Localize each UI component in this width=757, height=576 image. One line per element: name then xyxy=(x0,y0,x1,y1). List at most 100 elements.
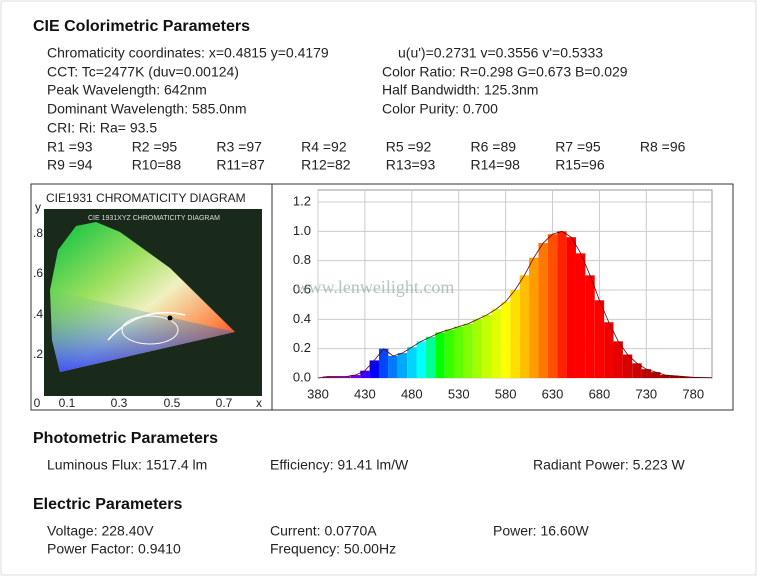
r-values: R1 =93 R2 =95 R3 =97 R4 =92 R5 =92 R6 =89 R7 =… xyxy=(47,139,686,173)
spectrum-bar xyxy=(388,356,398,378)
ellipse xyxy=(121,315,179,345)
spectrum-bar xyxy=(454,326,464,378)
param: Radiant Power: 5.223 W xyxy=(533,457,686,473)
y-tick-label: 0.6 xyxy=(293,281,311,296)
spectrum-bar xyxy=(632,363,642,378)
spectrum-bar xyxy=(341,376,351,378)
spectrum-bar xyxy=(594,300,605,378)
y-tick-label: 0.8 xyxy=(293,252,311,267)
spectrum-bar xyxy=(425,336,436,378)
cie-y-label: .4 xyxy=(33,307,43,321)
spectrum-bar xyxy=(472,319,483,378)
y-tick-label: 1.2 xyxy=(293,193,311,208)
param: Half Bandwidth: 125.3nm xyxy=(382,82,538,98)
r-value: R13=93 xyxy=(386,157,436,173)
cie-y-label: .8 xyxy=(33,226,43,240)
cie-y-label: .2 xyxy=(33,347,43,361)
param: Dominant Wavelength: 585.0nm xyxy=(47,101,246,117)
r-value: R2 =95 xyxy=(132,139,178,155)
spectrum-bar xyxy=(378,348,389,378)
spectrum-bar xyxy=(463,323,473,378)
param: Power Factor: 0.9410 xyxy=(47,541,181,557)
r-value: R1 =93 xyxy=(47,139,93,155)
cie-x-label: x xyxy=(256,396,262,410)
spectrum-bar xyxy=(660,375,670,378)
cie-x-label: 0.5 xyxy=(164,396,181,410)
param: Color Purity: 0.700 xyxy=(382,101,498,117)
r-value: R7 =95 xyxy=(555,139,601,155)
y-tick-label: 1.0 xyxy=(293,223,311,238)
section-title: CIE Colorimetric Parameters xyxy=(33,18,250,35)
param: CCT: Tc=2477K (duv=0.00124) xyxy=(47,64,239,80)
section-title: Electric Parameters xyxy=(33,496,183,513)
r-value: R12=82 xyxy=(301,157,351,173)
param: Efficiency: 91.41 lm/W xyxy=(270,457,409,473)
section-title: Photometric Parameters xyxy=(33,430,218,447)
spectrum-bar xyxy=(641,369,652,378)
spectrum-bar xyxy=(397,353,408,378)
spectrum-bar xyxy=(407,347,417,378)
spectrum-bar xyxy=(482,314,492,378)
r-value: R5 =92 xyxy=(386,139,432,155)
spectrum-bar xyxy=(369,360,379,378)
y-tick-label: 0.2 xyxy=(293,340,311,355)
r-value: R4 =92 xyxy=(301,139,347,155)
param: Power: 16.60W xyxy=(493,523,589,539)
spectrum-bar xyxy=(416,341,426,378)
spectrum-bar xyxy=(332,376,342,378)
r-value: R14=98 xyxy=(471,157,521,173)
r-value: R11=87 xyxy=(216,157,265,173)
spectrum-bar xyxy=(350,375,361,378)
spectrum-bar xyxy=(575,253,586,378)
y-tick-label: 0.4 xyxy=(293,311,311,326)
r-value: R15=96 xyxy=(555,157,605,173)
spectrum-bar xyxy=(557,231,567,378)
spectrum-bar xyxy=(360,370,370,378)
r-value: R6 =89 xyxy=(471,139,517,155)
param: Voltage: 228.40V xyxy=(47,523,154,539)
cie-inner-title: CIE 1931XYZ CHROMATICITY DIAGRAM xyxy=(88,215,220,222)
x-tick-label: 680 xyxy=(589,386,611,401)
r-value: R9 =94 xyxy=(47,157,93,173)
r-value: R10=88 xyxy=(132,157,182,173)
x-tick-label: 480 xyxy=(401,386,423,401)
spectrum-bar xyxy=(322,376,333,378)
param: CRI: Ri: Ra= 93.5 xyxy=(47,120,157,136)
param: Peak Wavelength: 642nm xyxy=(47,82,207,98)
r-value: R8 =96 xyxy=(640,139,686,155)
x-tick-label: 580 xyxy=(495,386,517,401)
cie-diagram-title: CIE1931 CHROMATICITY DIAGRAM xyxy=(46,191,246,205)
cie-y-label: y xyxy=(35,200,41,214)
spectrum-bar xyxy=(435,332,445,378)
x-tick-label: 430 xyxy=(354,386,376,401)
horseshoe-blue xyxy=(50,290,235,372)
cie-x-label: 0.1 xyxy=(59,396,76,410)
spectrum-bar xyxy=(669,375,680,378)
spectrum-line xyxy=(317,230,713,379)
point xyxy=(167,315,173,321)
spectrum-bar xyxy=(604,322,614,378)
param: Current: 0.0770A xyxy=(270,523,377,539)
x-tick-label: 780 xyxy=(682,386,704,401)
spectrum-bar xyxy=(566,237,576,378)
spectrum-bar xyxy=(651,372,661,378)
spectrum-bar xyxy=(622,354,633,378)
spectrum-bar xyxy=(538,243,548,378)
spectrum-bar xyxy=(547,234,558,378)
x-tick-label: 730 xyxy=(635,386,657,401)
spectrum-bar xyxy=(529,257,539,378)
param: Color Ratio: R=0.298 G=0.673 B=0.029 xyxy=(382,64,628,80)
cie-x-label: 0.7 xyxy=(216,396,233,410)
x-tick-label: 630 xyxy=(542,386,564,401)
spectrum-chart: 0.0 0.2 0.4 0.6 0.8 1.0 1.2 380 430 480 530 580 630 6… xyxy=(293,189,713,401)
param: Luminous Flux: 1517.4 lm xyxy=(47,457,207,473)
cie-x-label: 0 xyxy=(34,396,41,410)
cie-y-label: .6 xyxy=(33,266,43,280)
spectrum-bar xyxy=(500,301,511,378)
param: Chromaticity coordinates: x=0.4815 y=0.4… xyxy=(47,45,329,61)
spectrum-bar xyxy=(519,275,530,378)
figure-box xyxy=(30,183,734,411)
x-tick-label: 530 xyxy=(448,386,470,401)
